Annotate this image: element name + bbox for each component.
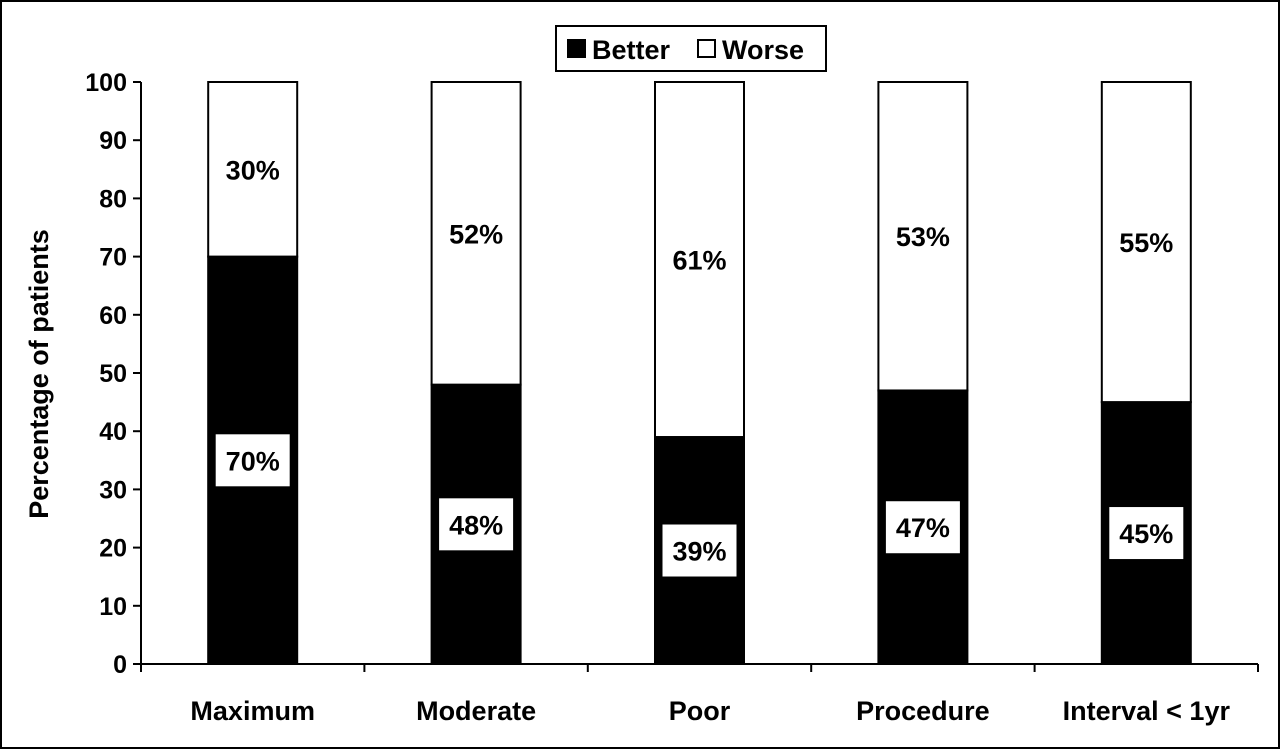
legend-box	[555, 25, 827, 72]
data-label-better: 45%	[1119, 519, 1173, 549]
data-label-box	[215, 434, 290, 487]
data-label-better: 47%	[896, 513, 950, 543]
legend-label-better: Better	[592, 35, 671, 65]
bar-worse-1	[207, 81, 299, 258]
y-axis-ticks: 0 10 20 30 40 50 60 70 80 90 100	[85, 69, 141, 679]
legend-label-worse: Worse	[722, 35, 804, 65]
bars	[207, 81, 1192, 665]
y-tick-label: 0	[113, 651, 127, 679]
bar-worse-5	[1100, 81, 1192, 404]
data-label-worse: 53%	[896, 222, 950, 252]
data-label-box	[1109, 507, 1184, 560]
axes: Maximum Moderate Poor Procedure Interval < 1…	[140, 82, 1259, 726]
y-tick-label: 40	[99, 418, 127, 446]
x-tick-label: Poor	[669, 696, 731, 726]
y-tick-label: 70	[99, 244, 127, 272]
data-label-better: 70%	[226, 446, 280, 476]
y-tick-label: 50	[99, 360, 127, 388]
x-tick-label: Moderate	[416, 696, 536, 726]
bar-worse-4	[877, 81, 969, 392]
data-labels: 70% 30% 48% 52% 39% 61% 47% 53% 45% 55%	[215, 155, 1184, 577]
x-tick-label: Interval < 1yr	[1063, 696, 1231, 726]
x-tick-label: Procedure	[856, 696, 990, 726]
legend-swatch-worse	[697, 39, 716, 58]
x-tick-label: Maximum	[190, 696, 315, 726]
data-label-box	[885, 501, 960, 554]
y-tick-label: 100	[85, 69, 127, 97]
data-label-box	[662, 524, 737, 577]
bar-worse-3	[654, 81, 745, 439]
legend-swatch-better	[567, 39, 586, 58]
y-tick-label: 10	[99, 593, 127, 621]
y-tick-label: 30	[99, 476, 127, 504]
y-tick-label: 80	[99, 185, 127, 213]
y-axis-label: Percentage of patients	[24, 229, 54, 519]
data-label-worse: 55%	[1119, 228, 1173, 258]
y-tick-label: 20	[99, 535, 127, 563]
y-tick-label: 60	[99, 302, 127, 330]
data-label-worse: 30%	[226, 155, 280, 185]
data-label-worse: 52%	[449, 219, 503, 249]
data-label-better: 48%	[449, 510, 503, 540]
y-tick-label: 90	[99, 127, 127, 155]
data-label-worse: 61%	[672, 246, 726, 276]
data-label-box	[439, 498, 514, 551]
legend: Better Worse	[555, 25, 827, 72]
bar-worse-2	[430, 81, 522, 386]
data-label-better: 39%	[672, 537, 726, 567]
